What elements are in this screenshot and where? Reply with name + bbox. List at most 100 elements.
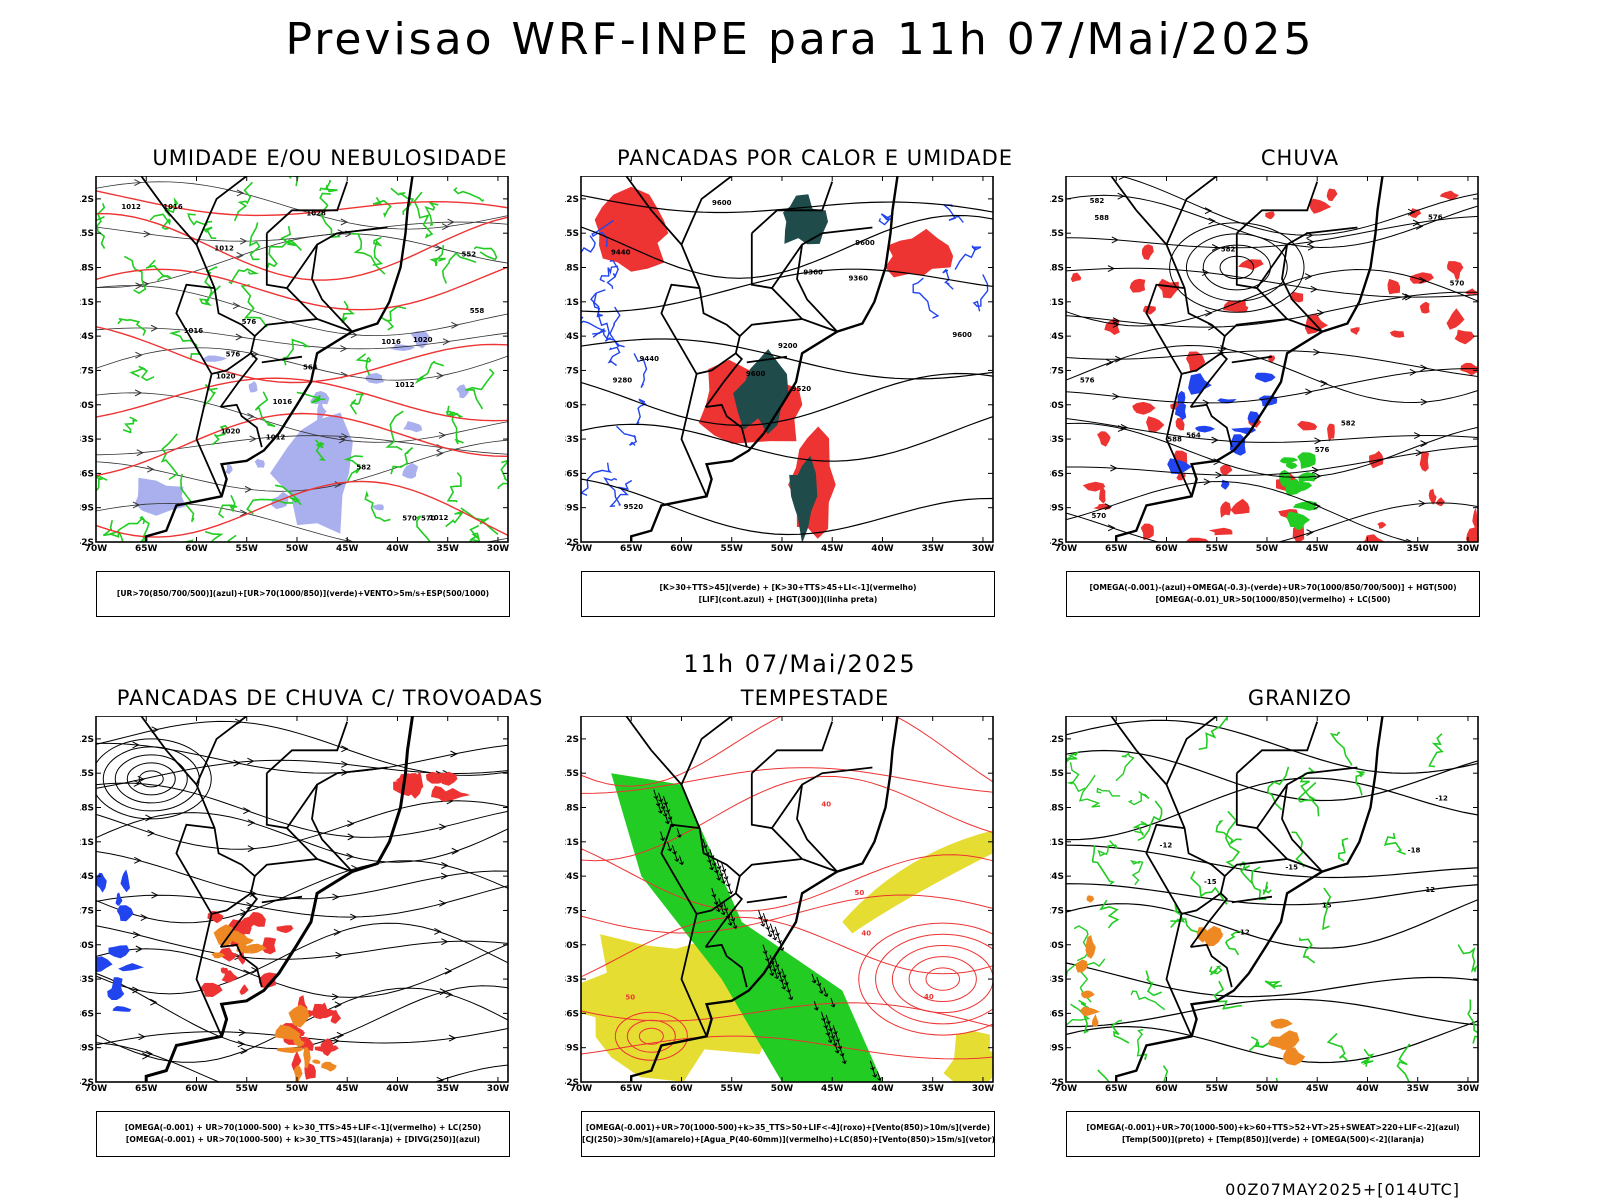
wind-arrow (333, 928, 342, 936)
contour-value-label: 1016 (381, 338, 401, 346)
country-border (751, 181, 834, 234)
contour-line (1213, 980, 1242, 1010)
lat-tick-label: 15S (1050, 769, 1064, 779)
country-border (175, 283, 252, 375)
lon-tick-label: 45W (336, 544, 359, 554)
wind-arrow (136, 449, 144, 457)
contour-line (1250, 866, 1267, 900)
lat-tick-label: 18S (1050, 804, 1064, 814)
contour-value-label: 9280 (613, 376, 633, 384)
country-border (680, 176, 733, 245)
shaded-area (1435, 497, 1445, 507)
legend-line: [UR>70(850/700/500)](azul)+[UR>70(1000/8… (116, 589, 490, 598)
contour-line (592, 289, 606, 318)
lat-tick-label: 21S (1050, 298, 1064, 308)
contour-line (340, 300, 355, 324)
panel-legend: [K>30+TTS>45](verde) + [K>30+TTS>45+LI<-… (581, 571, 995, 617)
shaded-area (312, 1059, 321, 1064)
contour-value-label: 558 (470, 307, 485, 315)
contour-line (96, 285, 508, 337)
contour-line (1329, 731, 1353, 766)
contour-line (1066, 960, 1082, 979)
shaded-area (1327, 423, 1335, 442)
contour-line (1066, 481, 1413, 542)
shaded-area (1377, 521, 1387, 529)
wind-arrow (346, 853, 354, 860)
shaded-area (733, 349, 789, 435)
country-border (705, 943, 748, 988)
contour-value-label: 50 (855, 889, 865, 897)
panel-legend: [OMEGA(-0.001)+UR>70(1000-500)+k>60+TTS>… (1066, 1111, 1480, 1157)
wind-arrow (135, 351, 143, 359)
contour-line (96, 203, 106, 250)
contour-line (581, 268, 993, 313)
lat-tick-label: 27S (80, 906, 94, 916)
wind-arrow (1418, 500, 1426, 507)
wind-arrow (1413, 432, 1422, 439)
contour-line (1066, 502, 1478, 542)
contour-value-label: 9600 (952, 331, 972, 339)
shaded-area (1075, 959, 1089, 973)
contour-line (581, 372, 993, 427)
shaded-area (1254, 372, 1276, 383)
contour-line (1066, 749, 1478, 802)
lat-tick-label: 27S (1050, 366, 1064, 376)
contour-line (581, 775, 993, 862)
legend-line: [LIF](cont.azul) + [HGT(300)](linha pret… (698, 595, 878, 604)
wind-arrow (140, 914, 148, 921)
shaded-area (221, 970, 239, 983)
lon-tick-label: 40W (1356, 1084, 1379, 1094)
contour-line (96, 925, 508, 960)
contour-value-label: 9440 (611, 249, 631, 257)
wind-arrow (132, 501, 141, 509)
contour-ring (1169, 222, 1305, 313)
wind-vector (720, 905, 726, 916)
lat-tick-label: 12S (565, 195, 579, 205)
contour-value-label: 570 (1450, 279, 1465, 287)
contour-value-label: 1012 (121, 203, 141, 211)
shaded-area (1282, 1047, 1306, 1066)
wind-vector (676, 828, 682, 838)
contour-line (912, 277, 940, 319)
contour-line (606, 259, 619, 289)
panel-title: PANCADAS DE CHUVA C/ TROVOADAS (116, 686, 544, 710)
shaded-area (96, 872, 107, 893)
wind-vector (678, 855, 684, 866)
wind-arrow (440, 872, 449, 880)
wind-arrow (444, 967, 453, 975)
shaded-area (330, 1009, 342, 1024)
contour-line (1115, 752, 1135, 782)
lat-tick-label: 39S (80, 1044, 94, 1054)
contour-line (117, 318, 147, 336)
lat-tick-label: 15S (80, 769, 94, 779)
shaded-area (293, 1064, 303, 1082)
contour-line (1239, 861, 1253, 885)
shaded-area (108, 945, 130, 959)
lat-tick-label: 24S (565, 872, 579, 882)
contour-value-label: -15 (1285, 864, 1298, 872)
country-border (1165, 716, 1218, 785)
lon-tick-label: 55W (721, 544, 744, 554)
wind-arrow (1211, 244, 1220, 251)
contour-value-label: -18 (1408, 847, 1421, 855)
contour-line (607, 346, 621, 367)
contour-value-label: 570 (421, 514, 436, 522)
country-border (1281, 784, 1323, 873)
country-border (746, 355, 788, 364)
wind-arrow (243, 969, 251, 977)
wind-arrow (1420, 440, 1428, 448)
country-border (265, 233, 353, 333)
wind-arrow (1117, 192, 1125, 200)
country-border (705, 403, 748, 448)
contour-line (1190, 871, 1228, 905)
country-border (1236, 181, 1319, 234)
country-border (175, 823, 252, 915)
shaded-area (1453, 262, 1462, 281)
wind-vector (720, 874, 726, 884)
contour-line (1066, 344, 1478, 404)
lat-tick-label: 33S (80, 975, 94, 985)
panel-title: PANCADAS POR CALOR E UMIDADE (616, 146, 1014, 170)
country-border (1190, 943, 1233, 988)
lon-tick-label: 30W (972, 544, 995, 554)
lat-tick-label: 33S (80, 435, 94, 445)
